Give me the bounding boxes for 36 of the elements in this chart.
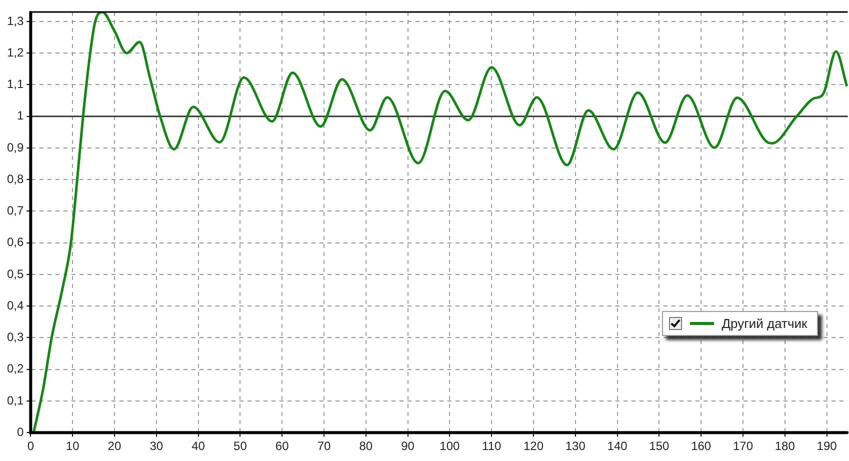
x-tick-label: 60	[275, 439, 290, 454]
x-tick-label: 10	[66, 439, 80, 454]
y-tick-label: 1,2	[6, 45, 24, 60]
y-tick-label: 1	[16, 108, 24, 123]
x-tick-label: 50	[234, 439, 248, 454]
y-tick-label: 0,5	[6, 266, 24, 281]
x-tick-label: 120	[523, 439, 544, 454]
x-tick-label: 150	[649, 439, 670, 454]
y-tick-label: 0,2	[6, 362, 24, 376]
x-tick-label: 90	[401, 439, 415, 454]
x-tick-label: 180	[774, 439, 796, 454]
y-tick-label: 0,1	[6, 393, 24, 408]
y-tick-label: 0,3	[6, 330, 24, 344]
x-tick-label: 80	[359, 439, 373, 454]
x-tick-label: 190	[816, 439, 838, 454]
x-tick-label: 140	[607, 439, 628, 454]
x-tick-label: 110	[482, 439, 502, 454]
x-tick-label: 30	[150, 439, 164, 454]
x-tick-label: 170	[732, 439, 754, 454]
x-tick-label: 130	[565, 439, 586, 454]
x-tick-label: 100	[440, 439, 460, 454]
x-tick-label: 40	[192, 439, 206, 454]
y-tick-label: 0,7	[6, 204, 24, 218]
x-tick-label: 0	[27, 439, 34, 454]
y-tick-label: 0,9	[6, 140, 24, 154]
y-tick-label: 0,4	[6, 298, 24, 312]
legend-label: Другий датчик	[722, 316, 808, 331]
x-tick-label: 70	[317, 439, 331, 454]
y-tick-label: 1,3	[6, 14, 24, 28]
y-tick-label: 1,1	[6, 77, 24, 92]
y-tick-label: 0,6	[6, 235, 24, 250]
y-tick-label: 0	[16, 424, 24, 439]
y-tick-label: 0,8	[6, 172, 24, 186]
x-tick-label: 20	[108, 439, 122, 454]
x-tick-label: 160	[691, 439, 712, 454]
line-series	[32, 12, 848, 433]
